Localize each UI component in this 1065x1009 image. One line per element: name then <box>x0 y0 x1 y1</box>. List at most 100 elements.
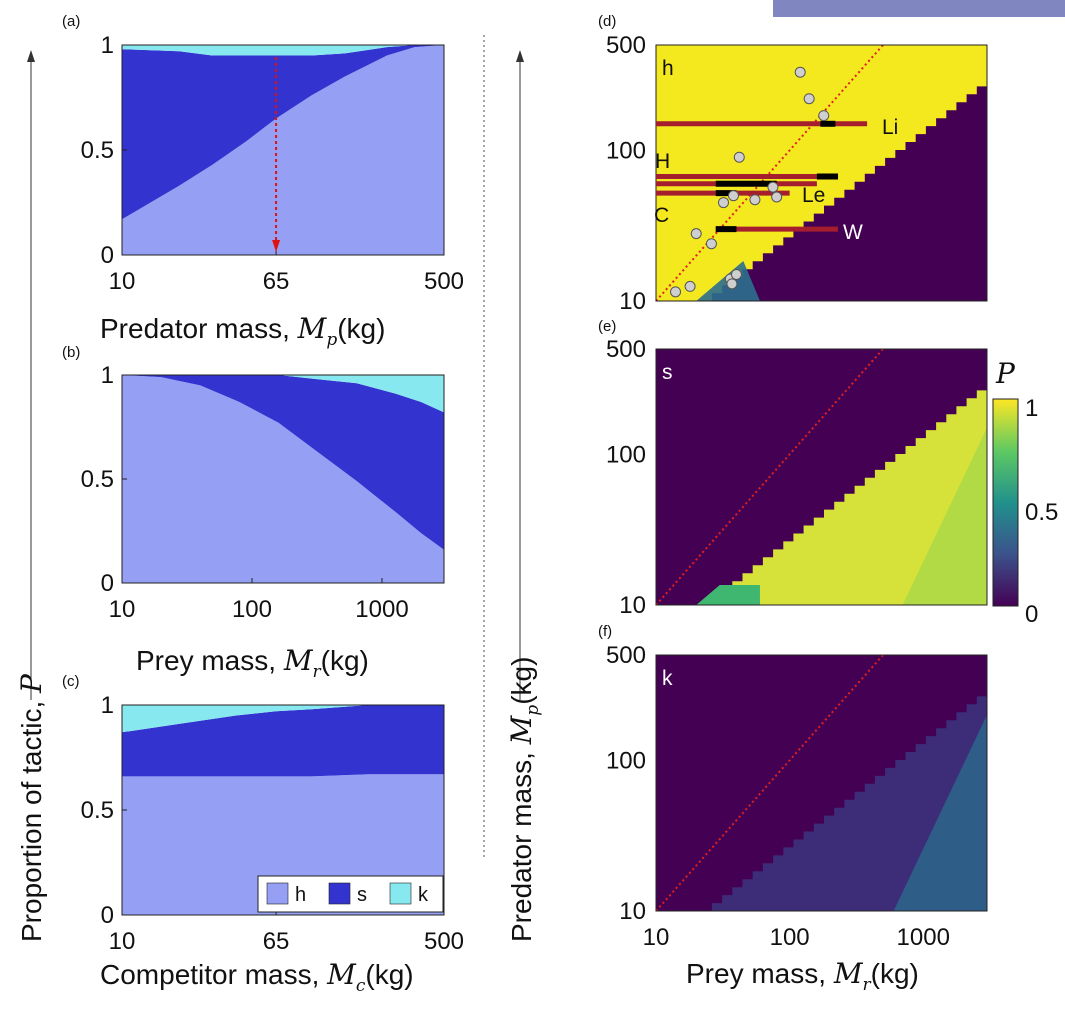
heatmap-mid-region <box>696 585 760 605</box>
y-tick-label: 10 <box>619 898 646 925</box>
y-tick-label: 0 <box>101 570 114 597</box>
legend-swatch-s <box>328 882 351 905</box>
tactic-label: k <box>662 667 673 690</box>
panel-tag: (e) <box>598 318 616 335</box>
left-ylabel: Proportion of tactic, P <box>15 673 48 942</box>
species-label: Li <box>882 116 898 139</box>
y-tick-label: 10 <box>619 592 646 619</box>
x-tick-label: 10 <box>643 924 670 951</box>
x-tick-label: 1000 <box>355 596 408 623</box>
legend-label-k: k <box>418 884 429 906</box>
x-tick-label: 100 <box>770 924 810 951</box>
colorbar-label: P <box>995 357 1016 390</box>
species-label: W <box>843 221 863 244</box>
y-tick-label: 500 <box>606 32 646 59</box>
one-to-one-line <box>655 44 884 302</box>
heatmap-teal-region <box>893 714 987 911</box>
colorbar-strip <box>992 398 1019 607</box>
panel-tag: (f) <box>598 623 612 640</box>
area-series-s <box>122 45 444 220</box>
legend-label-s: s <box>357 884 367 906</box>
area-series-s <box>122 705 444 777</box>
heatmap-dark-region <box>701 78 987 302</box>
y-tick-label: 1 <box>101 32 114 59</box>
legend-box <box>257 875 444 913</box>
data-point <box>670 286 682 298</box>
panel-tag: (c) <box>62 673 80 690</box>
data-point <box>730 268 742 280</box>
x-tick-label: 10 <box>109 268 136 295</box>
data-point <box>803 93 815 105</box>
red-arrow-head <box>272 240 281 252</box>
data-point <box>794 66 806 78</box>
area-series-h <box>122 45 444 255</box>
legend-label-h: h <box>295 884 306 906</box>
legend: h s k <box>257 875 444 913</box>
legend-swatch-k <box>389 882 412 905</box>
panel-f: k (f) 10 100 500 10 100 1000 Prey mass, Mr(kg) <box>598 623 988 995</box>
y-tick-label: 0.5 <box>81 137 114 164</box>
x-axis-label: Predator mass, Mp(kg) <box>100 312 385 350</box>
area-series-k <box>122 375 444 413</box>
x-tick-label: 500 <box>424 268 464 295</box>
y-tick-label: 500 <box>606 336 646 363</box>
y-tick-label: 100 <box>606 441 646 468</box>
legend-swatch-h <box>266 882 289 905</box>
header-strip <box>773 0 1065 17</box>
colorbar-tick-label: 1 <box>1025 395 1038 422</box>
one-to-one-line <box>655 654 884 912</box>
tactic-label: h <box>662 57 674 80</box>
panel-c: (c) 0 0.5 1 10 65 500 Competitor mass, Mc(kg) <box>62 673 464 996</box>
panel-tag: (b) <box>62 344 80 361</box>
plot-frame <box>655 348 988 606</box>
right-arrow-head <box>516 50 524 62</box>
x-axis-label: Prey mass, Mr(kg) <box>686 957 919 995</box>
species-label: C <box>654 204 669 227</box>
area-series-k <box>122 45 444 56</box>
data-point <box>818 110 830 122</box>
data-point <box>705 238 717 250</box>
y-tick-label: 0 <box>101 242 114 269</box>
panel-tag: (d) <box>598 13 616 30</box>
x-tick-label: 65 <box>263 928 290 955</box>
data-point <box>726 278 738 290</box>
area-series-s <box>122 375 444 550</box>
y-tick-label: 500 <box>606 642 646 669</box>
plot-frame <box>655 654 988 912</box>
y-tick-label: 1 <box>101 692 114 719</box>
colorbar-tick-label: 0.5 <box>1025 499 1058 526</box>
plot-frame <box>655 44 988 302</box>
panel-a: (a) 0 0.5 1 10 65 500 Predator mass, Mp(kg) <box>62 13 464 350</box>
y-tick-label: 1 <box>101 362 114 389</box>
x-tick-label: 10 <box>109 596 136 623</box>
x-tick-label: 100 <box>232 596 272 623</box>
species-label: Le <box>802 184 825 207</box>
heatmap-green-region <box>902 427 987 605</box>
x-tick-label: 1000 <box>897 924 950 951</box>
data-point <box>690 228 702 240</box>
panel-e: s (e) 10 100 500 <box>598 318 988 619</box>
species-label: H <box>655 150 670 173</box>
data-point <box>727 190 739 202</box>
y-tick-label: 100 <box>606 137 646 164</box>
tactic-label: s <box>662 361 673 384</box>
data-point <box>684 280 696 292</box>
y-tick-label: 100 <box>606 747 646 774</box>
area-series-h <box>122 375 444 583</box>
data-point <box>749 194 761 206</box>
x-tick-label: 500 <box>424 928 464 955</box>
panel-tag: (a) <box>62 13 80 30</box>
right-ylabel: Predator mass, Mp(kg) <box>505 657 543 942</box>
x-tick-label: 10 <box>109 928 136 955</box>
x-axis-label: Competitor mass, Mc(kg) <box>100 958 414 996</box>
data-point <box>767 181 779 193</box>
y-tick-label: 0.5 <box>81 466 114 493</box>
x-tick-label: 65 <box>263 268 290 295</box>
heatmap-faint-region <box>701 688 987 911</box>
data-point <box>717 197 729 209</box>
one-to-one-line <box>655 348 884 606</box>
colorbar: P1 0.5 0 <box>992 357 1058 628</box>
heatmap-bright-region <box>701 382 987 605</box>
y-tick-label: 0.5 <box>81 797 114 824</box>
